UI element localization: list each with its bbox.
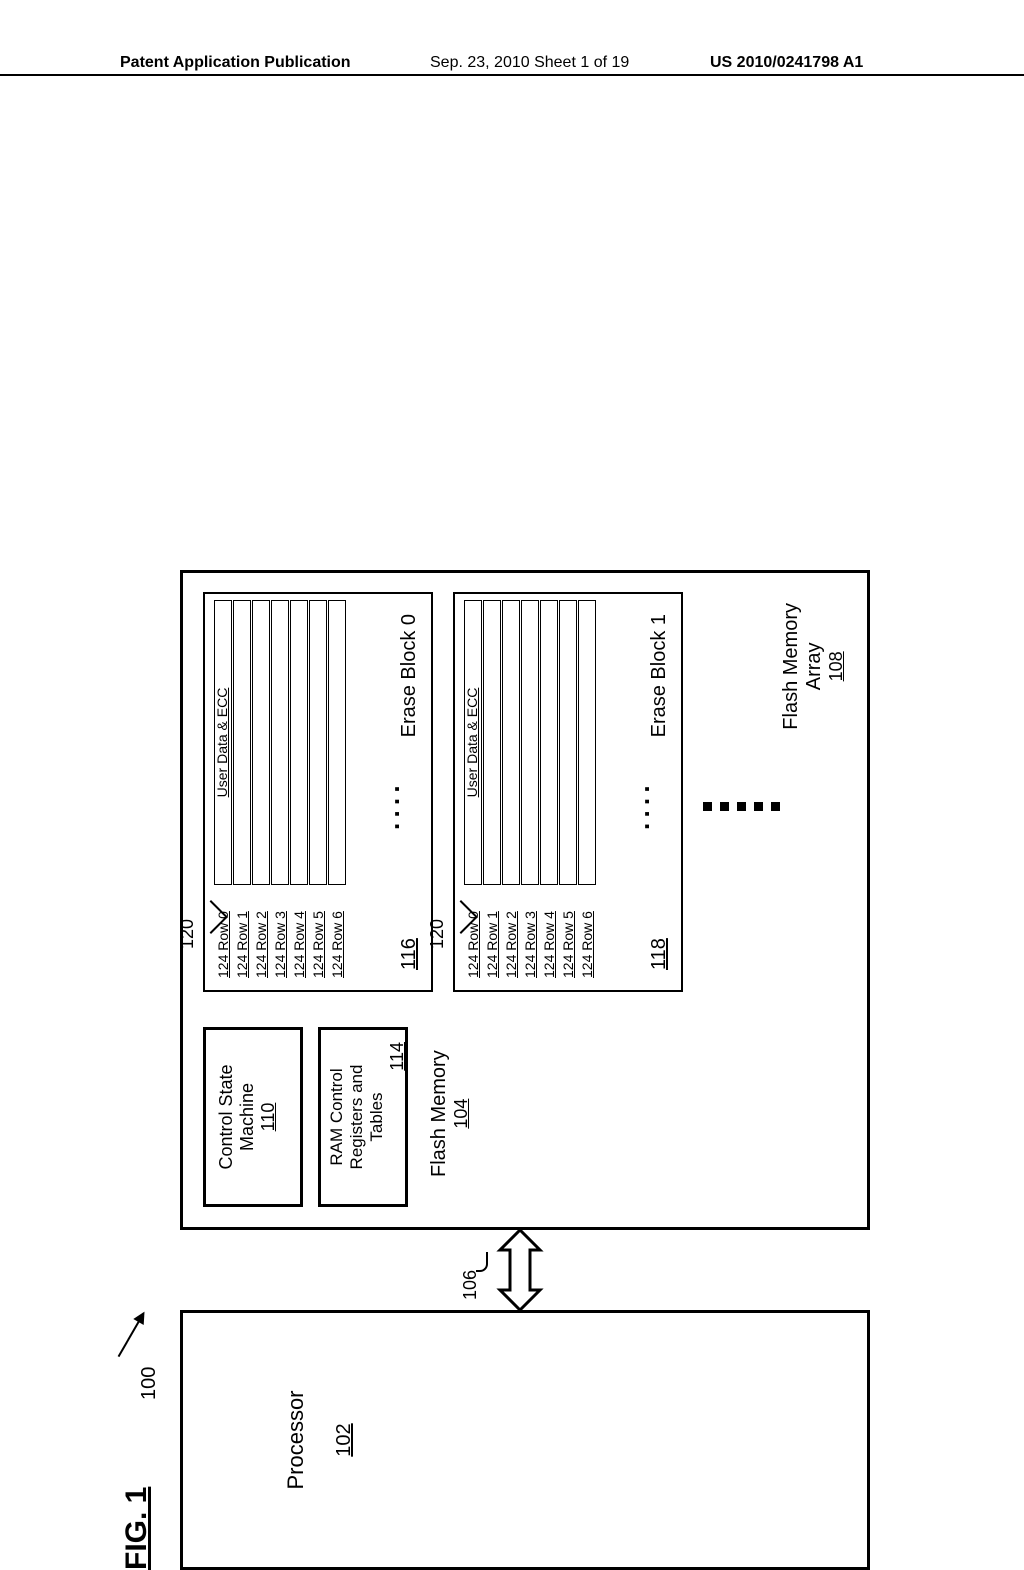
- row-label: 124 Row 3: [272, 885, 288, 980]
- flash-memory-label-text: Flash Memory: [428, 1050, 451, 1177]
- row-data-cell: [559, 600, 577, 885]
- eb0-ref: 116: [398, 938, 421, 970]
- erase-block-1: 124 Row 0User Data & ECC124 Row 1124 Row…: [453, 592, 683, 992]
- row-data-cell: [578, 600, 596, 885]
- table-row: 124 Row 2: [501, 600, 520, 980]
- table-row: 124 Row 3: [270, 600, 289, 980]
- ref-120-eb0: 120: [177, 919, 198, 949]
- flash-memory-label: Flash Memory 104: [428, 1050, 472, 1177]
- row-data-cell: [483, 600, 501, 885]
- row-data-cell: [502, 600, 520, 885]
- control-state-machine-box: Control State Machine 110: [203, 1027, 303, 1207]
- table-row: 124 Row 3: [520, 600, 539, 980]
- eb0-dots: . . . .: [375, 786, 406, 830]
- csm-ref: 110: [258, 1030, 279, 1204]
- ramctrl-ref: 114: [387, 1030, 408, 1204]
- row-data-cell: [271, 600, 289, 885]
- table-row: 124 Row 1: [232, 600, 251, 980]
- eb0-rows: 124 Row 0User Data & ECC124 Row 1124 Row…: [213, 600, 346, 980]
- row-data-cell: [233, 600, 251, 885]
- table-row: 124 Row 4: [539, 600, 558, 980]
- processor-ref: 102: [333, 1313, 356, 1567]
- bus-ref-tick: [476, 1252, 488, 1272]
- eb0-label: Erase Block 0: [398, 614, 421, 737]
- row-label: 124 Row 3: [522, 885, 538, 980]
- header-right: US 2010/0241798 A1: [710, 54, 863, 72]
- eb1-dots: . . . .: [625, 786, 656, 830]
- row-data-cell: [328, 600, 346, 885]
- table-row: 124 Row 6: [327, 600, 346, 980]
- row-label: 124 Row 4: [291, 885, 307, 980]
- table-row: 124 Row 4: [289, 600, 308, 980]
- table-row: 124 Row 5: [308, 600, 327, 980]
- row-data-cell: [540, 600, 558, 885]
- ram-control-box: RAM Control Registers and Tables 114: [318, 1027, 408, 1207]
- table-row: 124 Row 6: [577, 600, 596, 980]
- row-label: 124 Row 5: [310, 885, 326, 980]
- row-data-cell: [309, 600, 327, 885]
- figure-label: FIG. 1: [120, 1487, 154, 1570]
- flash-array-label-text: Flash Memory Array: [780, 603, 826, 730]
- flash-array-ref: 108: [826, 603, 847, 730]
- row-data-cell: [521, 600, 539, 885]
- processor-box: Processor 102: [180, 1310, 870, 1570]
- page-header: Patent Application Publication Sep. 23, …: [0, 74, 1024, 80]
- row-label: 124 Row 0: [215, 885, 231, 980]
- eb1-rows: 124 Row 0User Data & ECC124 Row 1124 Row…: [463, 600, 596, 980]
- continuation-dots: [703, 802, 788, 811]
- table-row: 124 Row 0User Data & ECC: [463, 600, 482, 980]
- row-label: 124 Row 2: [253, 885, 269, 980]
- flash-array-label: Flash Memory Array 108: [780, 603, 847, 730]
- eb1-ref: 118: [648, 938, 671, 970]
- ref-100-arrow: [118, 1313, 145, 1357]
- row-data-cell: User Data & ECC: [464, 600, 482, 885]
- row-data-cell: User Data & ECC: [214, 600, 232, 885]
- bus-ref: 106: [460, 1270, 481, 1300]
- table-row: 124 Row 2: [251, 600, 270, 980]
- row-label: 124 Row 1: [234, 885, 250, 980]
- row-label: 124 Row 5: [560, 885, 576, 980]
- header-mid: Sep. 23, 2010 Sheet 1 of 19: [430, 54, 629, 72]
- ref-100: 100: [138, 1367, 161, 1400]
- flash-memory-ref: 104: [451, 1050, 472, 1177]
- row-data-cell: [290, 600, 308, 885]
- header-left: Patent Application Publication: [120, 54, 351, 72]
- ramctrl-label: RAM Control Registers and Tables: [327, 1030, 387, 1204]
- table-row: 124 Row 1: [482, 600, 501, 980]
- row-label: 124 Row 0: [465, 885, 481, 980]
- row-data-cell: [252, 600, 270, 885]
- eb1-label: Erase Block 1: [648, 614, 671, 737]
- erase-block-0: 124 Row 0User Data & ECC124 Row 1124 Row…: [203, 592, 433, 992]
- table-row: 124 Row 0User Data & ECC: [213, 600, 232, 980]
- row-label: 124 Row 6: [329, 885, 345, 980]
- bus-arrow: [490, 1230, 550, 1310]
- table-row: 124 Row 5: [558, 600, 577, 980]
- csm-label: Control State Machine: [216, 1030, 258, 1204]
- figure-area: FIG. 1 100 Processor 102 106 Control Sta…: [120, 170, 900, 1190]
- row-label: 124 Row 6: [579, 885, 595, 980]
- row-label: 124 Row 4: [541, 885, 557, 980]
- row-label: 124 Row 2: [503, 885, 519, 980]
- row-label: 124 Row 1: [484, 885, 500, 980]
- flash-memory-box: Control State Machine 110 RAM Control Re…: [180, 570, 870, 1230]
- processor-title: Processor: [283, 1313, 309, 1567]
